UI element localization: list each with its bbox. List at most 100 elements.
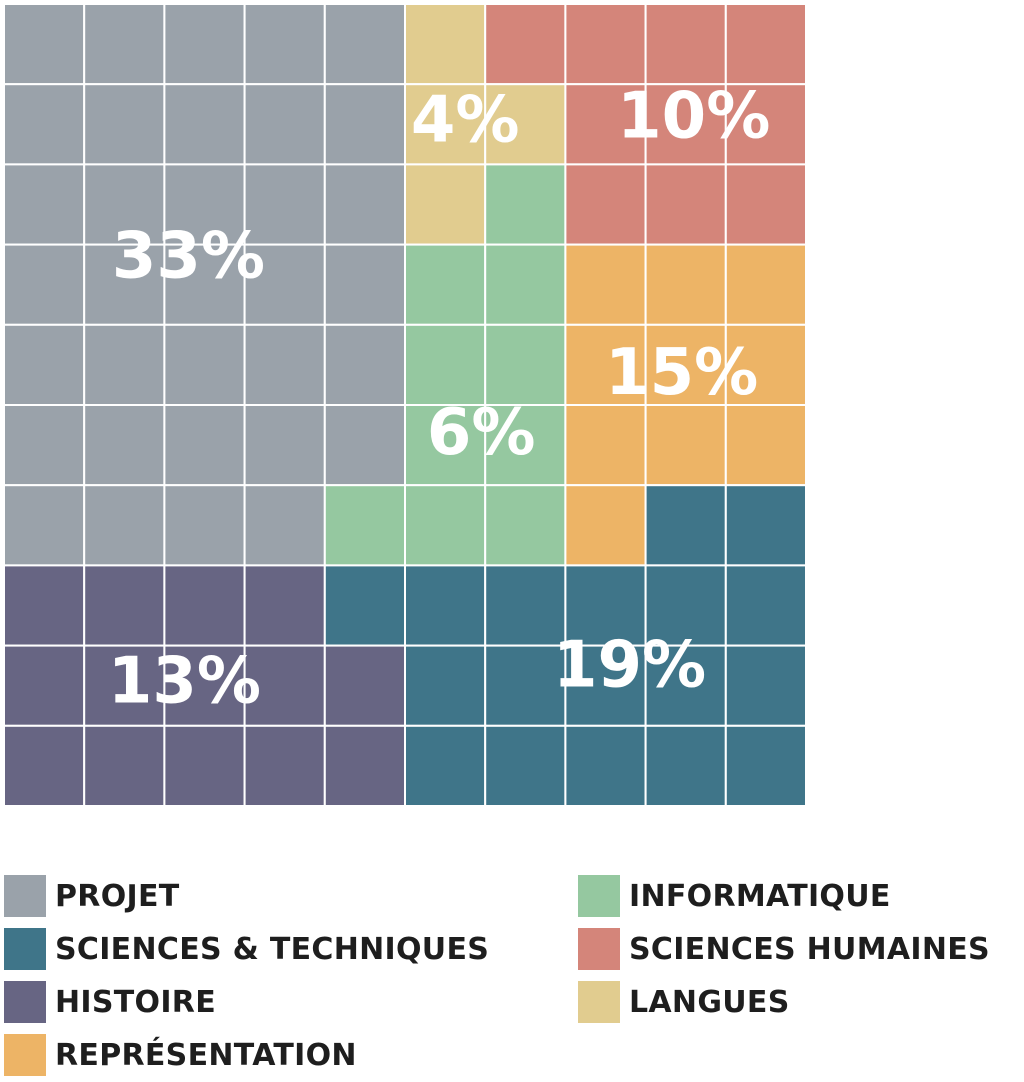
legend-item-sciences-techniques: SCIENCES & TECHNIQUES bbox=[4, 928, 489, 970]
waffle-cell-projet bbox=[243, 83, 326, 166]
waffle-cell-informatique bbox=[484, 404, 567, 487]
data-label-langues: 4% bbox=[411, 83, 520, 157]
waffle-cell-projet bbox=[323, 323, 406, 406]
legend-swatch bbox=[578, 928, 620, 970]
waffle-cell-sciences-techniques bbox=[644, 484, 727, 567]
waffle-cell-sciences-techniques bbox=[484, 564, 567, 647]
waffle-cell-projet bbox=[323, 3, 406, 86]
waffle-cell-histoire bbox=[243, 724, 326, 807]
waffle-cell-sciences-humaines bbox=[724, 163, 807, 246]
waffle-cell-projet bbox=[83, 163, 166, 246]
data-label-histoire: 13% bbox=[108, 645, 261, 719]
waffle-cell-histoire bbox=[3, 724, 86, 807]
waffle-cell-representation bbox=[644, 243, 727, 326]
waffle-cell-projet bbox=[3, 323, 86, 406]
data-label-representation: 15% bbox=[605, 336, 758, 410]
waffle-cell-sciences-techniques bbox=[564, 724, 647, 807]
waffle-cell-informatique bbox=[404, 323, 487, 406]
waffle-cell-informatique bbox=[484, 323, 567, 406]
waffle-cell-sciences-techniques bbox=[644, 724, 727, 807]
waffle-cell-sciences-humaines bbox=[564, 163, 647, 246]
waffle-cell-projet bbox=[83, 83, 166, 166]
waffle-cell-projet bbox=[243, 323, 326, 406]
legend-item-projet: PROJET bbox=[4, 875, 180, 917]
legend-item-langues: LANGUES bbox=[578, 981, 790, 1023]
waffle-cell-projet bbox=[3, 83, 86, 166]
waffle-cell-informatique bbox=[484, 243, 567, 326]
waffle-cell-sciences-humaines bbox=[564, 3, 647, 86]
waffle-cell-representation bbox=[724, 404, 807, 487]
legend-label: PROJET bbox=[55, 878, 180, 914]
waffle-cell-projet bbox=[3, 484, 86, 567]
waffle-cell-histoire bbox=[323, 644, 406, 727]
waffle-cell-projet bbox=[3, 404, 86, 487]
waffle-cell-histoire bbox=[3, 564, 86, 647]
waffle-cell-projet bbox=[243, 484, 326, 567]
legend-label: SCIENCES HUMAINES bbox=[629, 931, 990, 967]
legend-swatch bbox=[4, 875, 46, 917]
legend-swatch bbox=[4, 981, 46, 1023]
waffle-cell-sciences-techniques bbox=[564, 564, 647, 647]
waffle-cell-langues bbox=[484, 83, 567, 166]
waffle-cell-sciences-techniques bbox=[724, 564, 807, 647]
waffle-cell-sciences-techniques bbox=[724, 644, 807, 727]
legend-item-informatique: INFORMATIQUE bbox=[578, 875, 891, 917]
waffle-cell-histoire bbox=[83, 564, 166, 647]
waffle-cell-representation bbox=[564, 243, 647, 326]
waffle-cell-informatique bbox=[484, 484, 567, 567]
data-label-sciences-humaines: 10% bbox=[617, 79, 770, 153]
waffle-cell-sciences-techniques bbox=[484, 644, 567, 727]
legend-swatch bbox=[578, 875, 620, 917]
waffle-cell-projet bbox=[163, 83, 246, 166]
waffle-cell-histoire bbox=[243, 644, 326, 727]
waffle-cell-langues bbox=[404, 83, 487, 166]
waffle-cell-histoire bbox=[163, 644, 246, 727]
waffle-cell-sciences-techniques bbox=[404, 644, 487, 727]
data-label-projet: 33% bbox=[112, 220, 265, 294]
waffle-cell-projet bbox=[163, 243, 246, 326]
waffle-cell-informatique bbox=[404, 484, 487, 567]
waffle-cell-representation bbox=[724, 323, 807, 406]
waffle-cell-projet bbox=[243, 404, 326, 487]
waffle-cell-sciences-techniques bbox=[724, 484, 807, 567]
waffle-cell-sciences-humaines bbox=[644, 3, 727, 86]
waffle-cell-sciences-techniques bbox=[404, 564, 487, 647]
legend-label: HISTOIRE bbox=[55, 984, 216, 1020]
waffle-cell-histoire bbox=[323, 724, 406, 807]
legend-label: REPRÉSENTATION bbox=[55, 1037, 357, 1073]
waffle-cell-representation bbox=[564, 484, 647, 567]
waffle-cell-sciences-techniques bbox=[323, 564, 406, 647]
waffle-cell-projet bbox=[83, 484, 166, 567]
legend-label: SCIENCES & TECHNIQUES bbox=[55, 931, 490, 967]
waffle-cell-projet bbox=[163, 3, 246, 86]
waffle-cell-informatique bbox=[404, 243, 487, 326]
waffle-cell-informatique bbox=[323, 484, 406, 567]
waffle-cell-histoire bbox=[83, 724, 166, 807]
waffle-cell-histoire bbox=[243, 564, 326, 647]
legend-swatch bbox=[4, 928, 46, 970]
legend-swatch bbox=[4, 1034, 46, 1076]
waffle-cell-histoire bbox=[163, 564, 246, 647]
waffle-chart: 33% 19% 13% 15% 6% 10% 4% bbox=[3, 3, 807, 807]
waffle-cell-histoire bbox=[83, 644, 166, 727]
waffle-cell-representation bbox=[564, 323, 647, 406]
legend-label: LANGUES bbox=[629, 984, 790, 1020]
waffle-cell-projet bbox=[163, 404, 246, 487]
legend-swatch bbox=[578, 981, 620, 1023]
legend-item-representation: REPRÉSENTATION bbox=[4, 1034, 357, 1076]
waffle-cell-sciences-humaines bbox=[724, 3, 807, 86]
waffle-cell-informatique bbox=[484, 163, 567, 246]
waffle-cell-histoire bbox=[3, 644, 86, 727]
waffle-cell-sciences-humaines bbox=[484, 3, 567, 86]
waffle-cell-projet bbox=[83, 3, 166, 86]
waffle-cell-projet bbox=[83, 404, 166, 487]
waffle-cell-projet bbox=[3, 163, 86, 246]
waffle-cell-projet bbox=[323, 83, 406, 166]
legend-label: INFORMATIQUE bbox=[629, 878, 891, 914]
waffle-cell-sciences-techniques bbox=[644, 564, 727, 647]
waffle-cell-projet bbox=[323, 163, 406, 246]
waffle-cell-histoire bbox=[163, 724, 246, 807]
waffle-cell-langues bbox=[404, 163, 487, 246]
data-label-informatique: 6% bbox=[427, 396, 536, 470]
waffle-cell-representation bbox=[644, 404, 727, 487]
